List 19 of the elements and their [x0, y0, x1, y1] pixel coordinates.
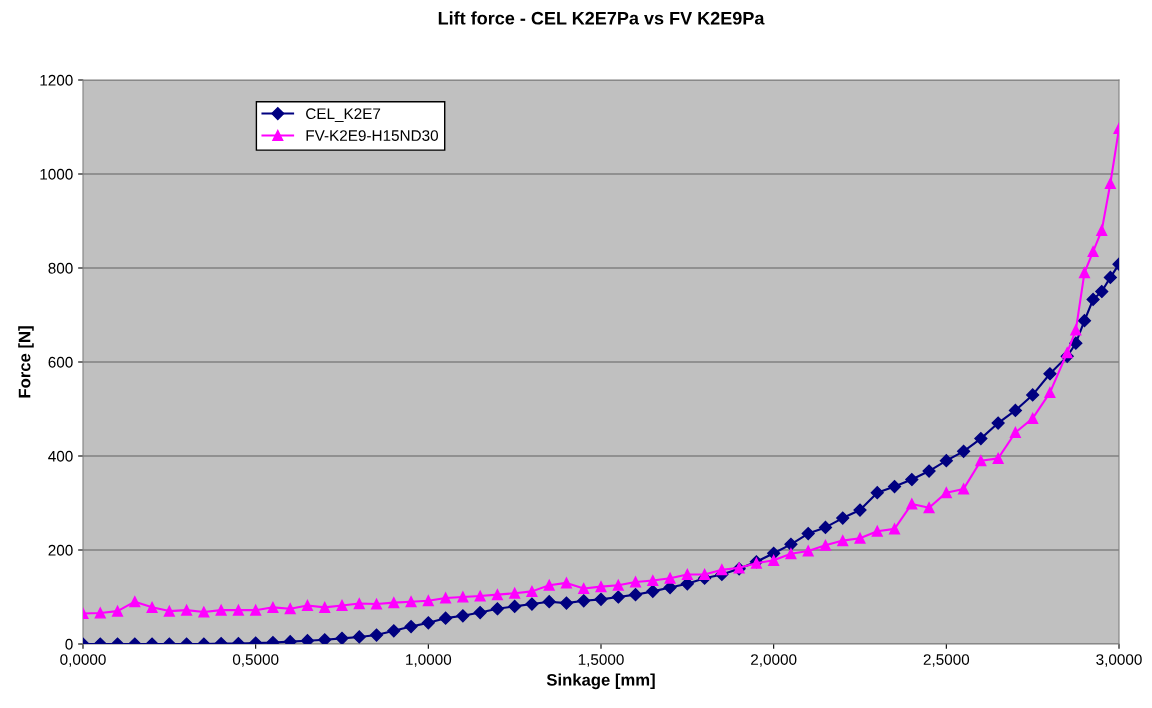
- x-axis-title: Sinkage [mm]: [546, 673, 655, 690]
- x-tick-label: 1,5000: [578, 654, 624, 667]
- y-tick-label: 1000: [40, 168, 73, 180]
- x-tick-label: 2,0000: [751, 654, 797, 667]
- x-tick-label: 0,0000: [60, 654, 106, 667]
- y-tick-label: 0: [65, 638, 73, 650]
- x-tick-label: 2,5000: [923, 654, 970, 667]
- x-tick-label: 3,0000: [1096, 654, 1142, 667]
- y-tick-label: 200: [48, 544, 73, 556]
- y-tick-label: 400: [48, 450, 73, 462]
- y-tick-label: 600: [48, 356, 73, 368]
- chart-title: Lift force - CEL K2E7Pa vs FV K2E9Pa: [438, 11, 765, 25]
- y-tick-label: 800: [48, 262, 73, 274]
- x-tick-label: 1,0000: [406, 654, 452, 667]
- legend-label: CEL_K2E7: [306, 108, 381, 122]
- y-axis-title: Force [N]: [18, 326, 34, 398]
- y-tick-label: 1200: [40, 74, 73, 86]
- legend-label: FV-K2E9-H15ND30: [306, 130, 439, 141]
- x-tick-label: 0,5000: [232, 654, 279, 667]
